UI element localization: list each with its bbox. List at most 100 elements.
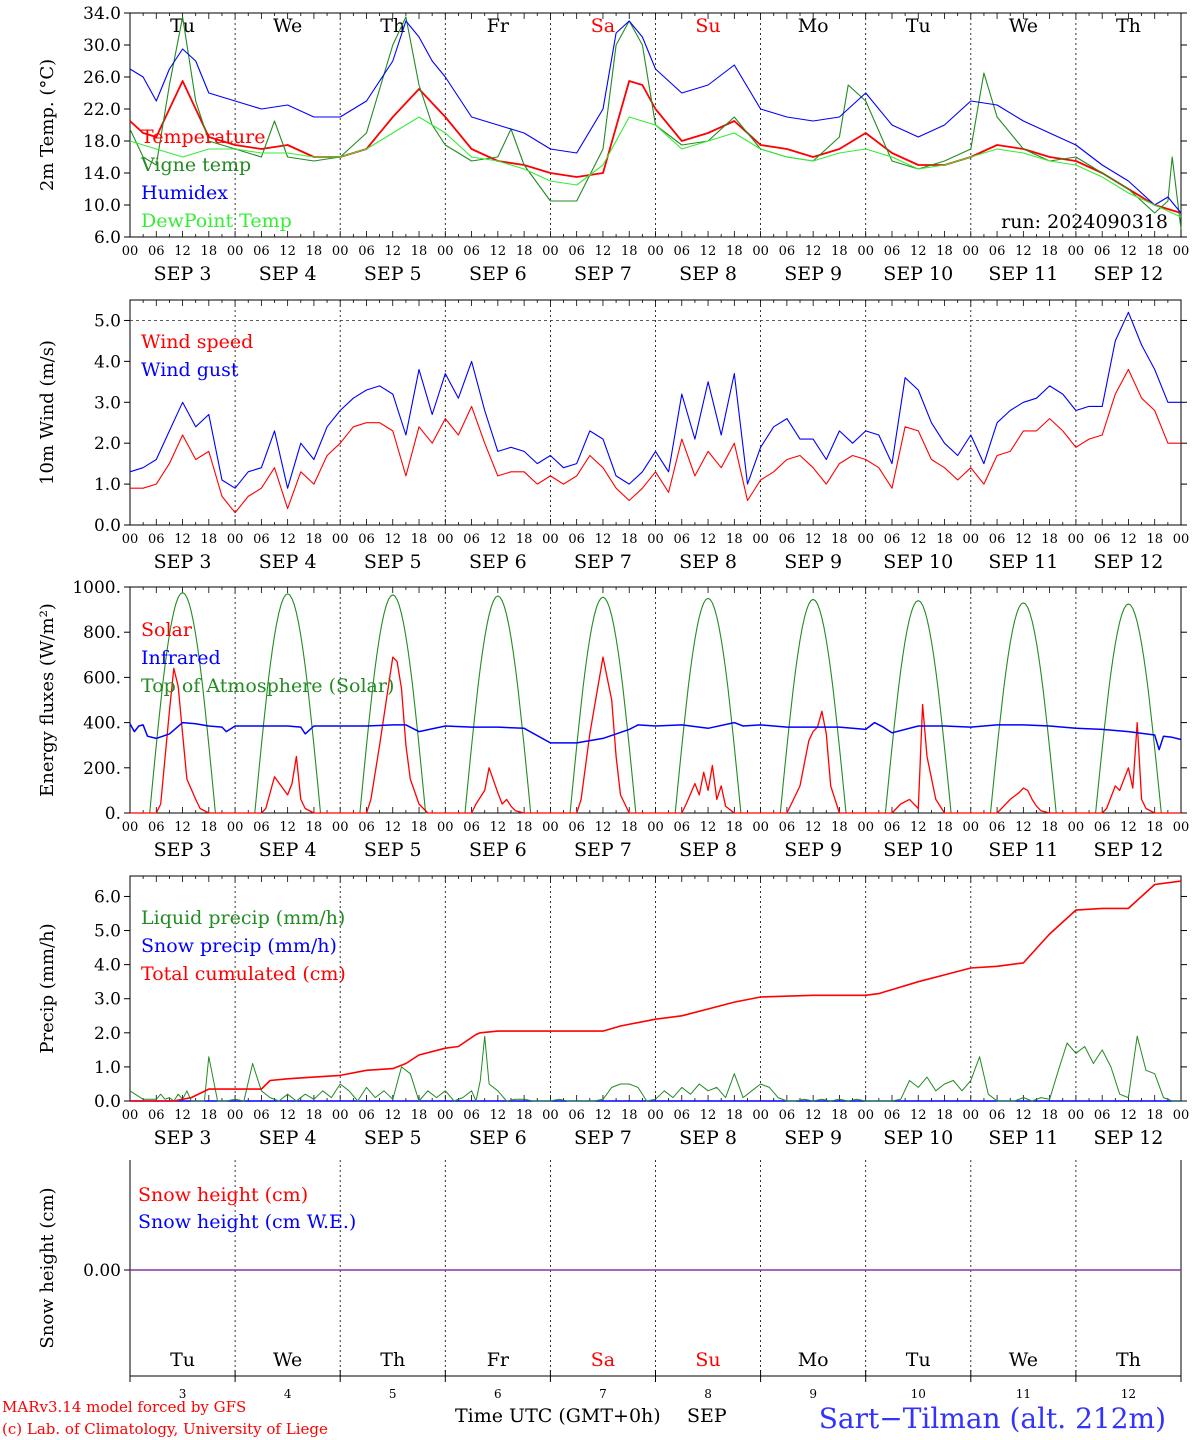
wind-date-label: SEP 12 [1094,551,1164,573]
precip-hour-label: 18 [1146,1108,1163,1123]
temp-day-label: Su [695,15,720,37]
wind-y-axis-label: 10m Wind (m/s) [37,340,58,485]
temp-hour-label: 00 [542,244,559,259]
precip-hour-label: 00 [1173,1108,1190,1123]
wind-hour-label: 06 [253,532,270,547]
energy-y-tick-label: 1000. [72,578,121,598]
wind-hour-label: 06 [358,532,375,547]
precip-hour-label: 00 [647,1108,664,1123]
temp-date-label: SEP 4 [259,263,317,285]
temp-day-label: We [1009,15,1038,37]
temp-hour-label: 06 [1094,244,1111,259]
precip-hour-label: 12 [490,1108,507,1123]
precip-y-tick-label: 5.0 [94,922,121,942]
snow-date-number: 8 [704,1387,712,1401]
wind-date-label: SEP 4 [259,551,317,573]
wind-date-label: SEP 11 [988,551,1058,573]
temp-y-tick-label: 26.0 [83,68,121,88]
precip-y-tick-label: 1.0 [94,1058,121,1078]
temp-hour-label: 00 [752,244,769,259]
precip-date-label: SEP 3 [154,1127,212,1149]
precip-hour-label: 18 [516,1108,533,1123]
energy-hour-label: 18 [1041,820,1058,835]
energy-hour-label: 06 [674,820,691,835]
precip-hour-label: 00 [857,1108,874,1123]
precip-hour-label: 12 [910,1108,927,1123]
precip-hour-label: 06 [779,1108,796,1123]
precip-hour-label: 06 [989,1108,1006,1123]
station-title: Sart−Tilman (alt. 212m) [818,1402,1166,1435]
precip-y-tick-label: 0.0 [94,1092,121,1112]
precip-hour-label: 12 [174,1108,191,1123]
energy-y-tick-label: 800. [83,623,121,643]
precip-date-label: SEP 7 [574,1127,632,1149]
energy-hour-label: 18 [936,820,953,835]
temp-hour-label: 06 [148,244,165,259]
snow-date-number: 9 [809,1387,817,1401]
precip-total-line [130,880,1182,1102]
snow-date-number: 5 [389,1387,397,1401]
temp-hour-label: 00 [122,244,139,259]
wind-series-line [130,368,1181,514]
energy-date-label: SEP 8 [679,839,737,861]
wind-hour-label: 12 [595,532,612,547]
energy-hour-label: 06 [884,820,901,835]
precip-hour-label: 06 [884,1108,901,1123]
temp-date-label: SEP 9 [784,263,842,285]
temp-y-tick-label: 14.0 [83,164,121,184]
energy-hour-label: 18 [831,820,848,835]
snow-day-label: Tu [906,1349,931,1371]
precip-hour-label: 18 [201,1108,218,1123]
wind-hour-label: 12 [279,532,296,547]
wind-hour-label: 18 [936,532,953,547]
snow-day-label: Fr [487,1349,510,1371]
snow-date-number: 11 [1016,1387,1031,1401]
temp-y-axis-label: 2m Temp. (°C) [37,59,58,191]
wind-hour-label: 00 [437,532,454,547]
wind-hour-label: 06 [989,532,1006,547]
precip-legend-0: Liquid precip (mm/h) [141,907,345,929]
precip-hour-label: 00 [332,1108,349,1123]
temp-hour-label: 06 [253,244,270,259]
energy-hour-label: 18 [726,820,743,835]
precip-hour-label: 12 [384,1108,401,1123]
energy-date-label: SEP 4 [259,839,317,861]
precip-y-tick-label: 4.0 [94,956,121,976]
precip-date-label: SEP 4 [259,1127,317,1149]
wind-date-label: SEP 5 [364,551,422,573]
temp-hour-label: 12 [490,244,507,259]
temp-hour-label: 06 [989,244,1006,259]
precip-hour-label: 18 [726,1108,743,1123]
wind-hour-label: 06 [568,532,585,547]
precip-hour-label: 06 [463,1108,480,1123]
wind-hour-label: 18 [1146,532,1163,547]
energy-date-label: SEP 11 [988,839,1058,861]
precip-y-tick-label: 2.0 [94,1024,121,1044]
wind-hour-label: 00 [1068,532,1085,547]
precip-hour-label: 12 [595,1108,612,1123]
precip-date-label: SEP 8 [679,1127,737,1149]
energy-hour-label: 12 [1015,820,1032,835]
wind-legend-1: Wind gust [141,359,239,381]
temp-hour-label: 06 [568,244,585,259]
energy-hour-label: 18 [621,820,638,835]
energy-hour-label: 00 [542,820,559,835]
temp-hour-label: 12 [700,244,717,259]
temp-series-line [129,116,1182,218]
wind-hour-label: 18 [621,532,638,547]
snow-date-number: 4 [284,1387,292,1401]
precip-date-label: SEP 11 [988,1127,1058,1149]
wind-hour-label: 00 [122,532,139,547]
energy-hour-label: 06 [989,820,1006,835]
temp-date-label: SEP 6 [469,263,527,285]
temp-hour-label: 18 [516,244,533,259]
precip-hour-label: 00 [122,1108,139,1123]
energy-hour-label: 00 [647,820,664,835]
energy-hour-label: 06 [358,820,375,835]
wind-hour-label: 00 [1173,532,1190,547]
temp-date-label: SEP 3 [154,263,212,285]
snow-legend-1: Snow height (cm W.E.) [138,1211,356,1233]
temp-day-label: Mo [798,15,829,37]
wind-hour-label: 12 [174,532,191,547]
precip-hour-label: 06 [253,1108,270,1123]
